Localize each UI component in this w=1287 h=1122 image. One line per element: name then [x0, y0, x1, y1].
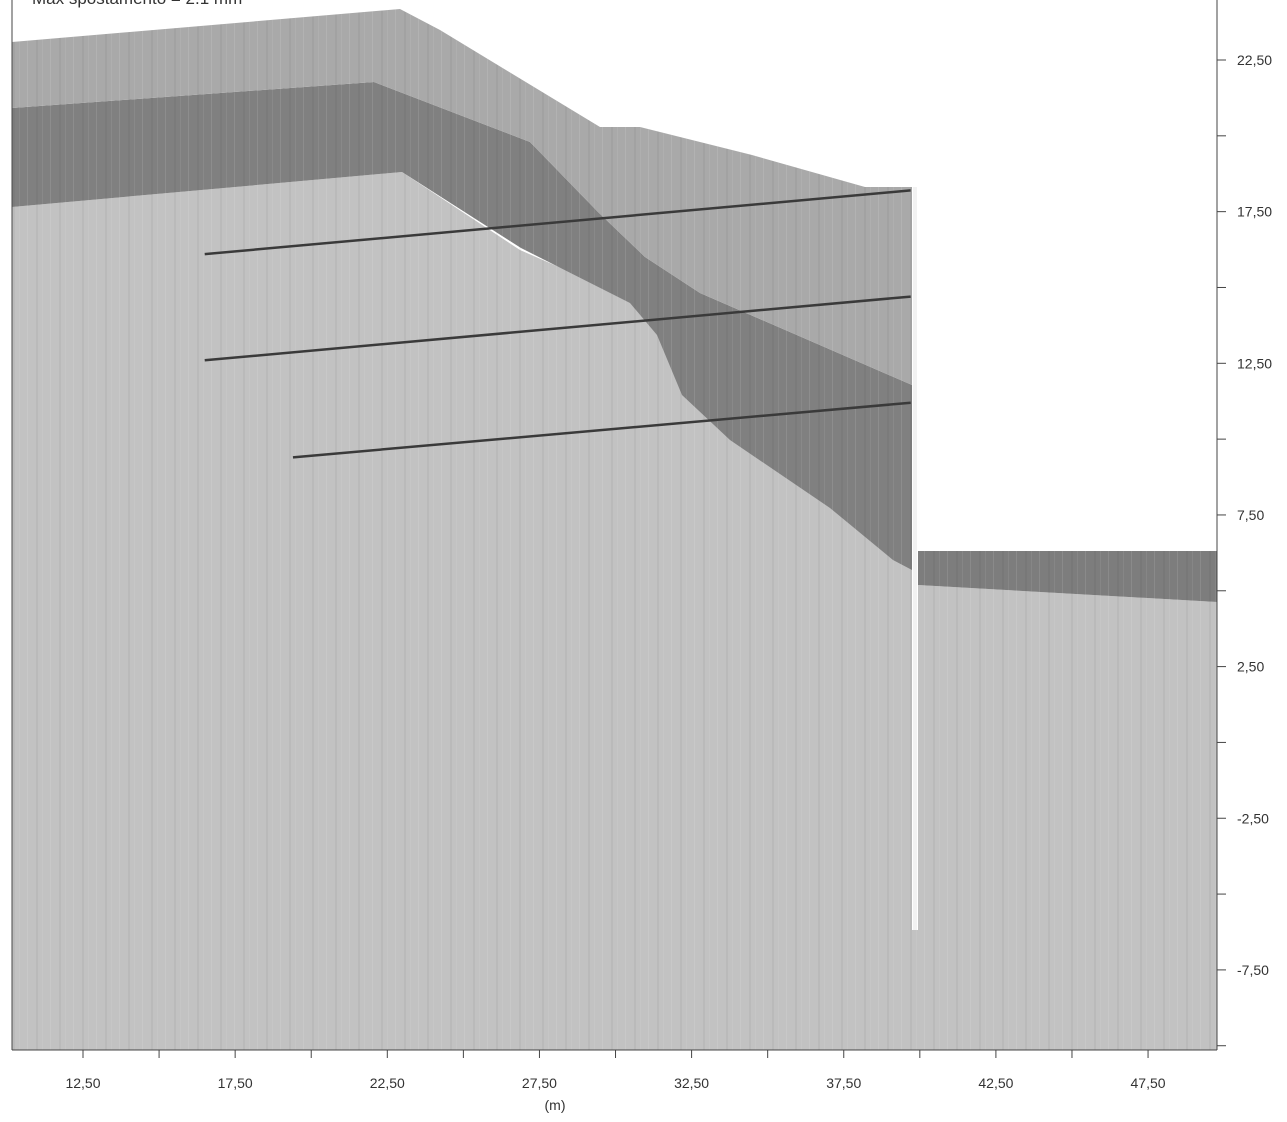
scan-texture	[12, 9, 1217, 1050]
x-tick-label: 22,50	[370, 1075, 405, 1091]
soil-layers	[12, 9, 1217, 1050]
x-tick-label: 37,50	[826, 1075, 861, 1091]
y-tick-label: 22,50	[1237, 52, 1272, 68]
anchor-line-1	[204, 189, 911, 256]
y-tick-label: -7,50	[1237, 962, 1269, 978]
x-tick-label: 32,50	[674, 1075, 709, 1091]
x-tick-label: 42,50	[978, 1075, 1013, 1091]
x-tick-label: 17,50	[218, 1075, 253, 1091]
x-tick-label: 12,50	[65, 1075, 100, 1091]
x-tick-label: 27,50	[522, 1075, 557, 1091]
y-tick-label: 17,50	[1237, 204, 1272, 220]
y-tick-label: 2,50	[1237, 659, 1264, 675]
y-tick-label: 12,50	[1237, 355, 1272, 371]
x-axis-unit-label: (m)	[545, 1097, 566, 1113]
y-tick-label: 7,50	[1237, 507, 1264, 523]
anchors	[204, 189, 911, 459]
x-axis: 12,50 17,50 22,50 27,50 32,50 37,50 42,50 47,50	[65, 1050, 1166, 1091]
y-tick-label: -2,50	[1237, 810, 1269, 826]
diagram-caption: Max spostamento = 2.1 mm	[32, 0, 242, 8]
y-axis: 22,50 17,50 12,50 7,50 2,50 -2,50 -7,50	[1217, 52, 1272, 1047]
x-tick-label: 47,50	[1131, 1075, 1166, 1091]
anchor-line-3	[292, 401, 911, 459]
anchor-line-2	[204, 295, 911, 362]
